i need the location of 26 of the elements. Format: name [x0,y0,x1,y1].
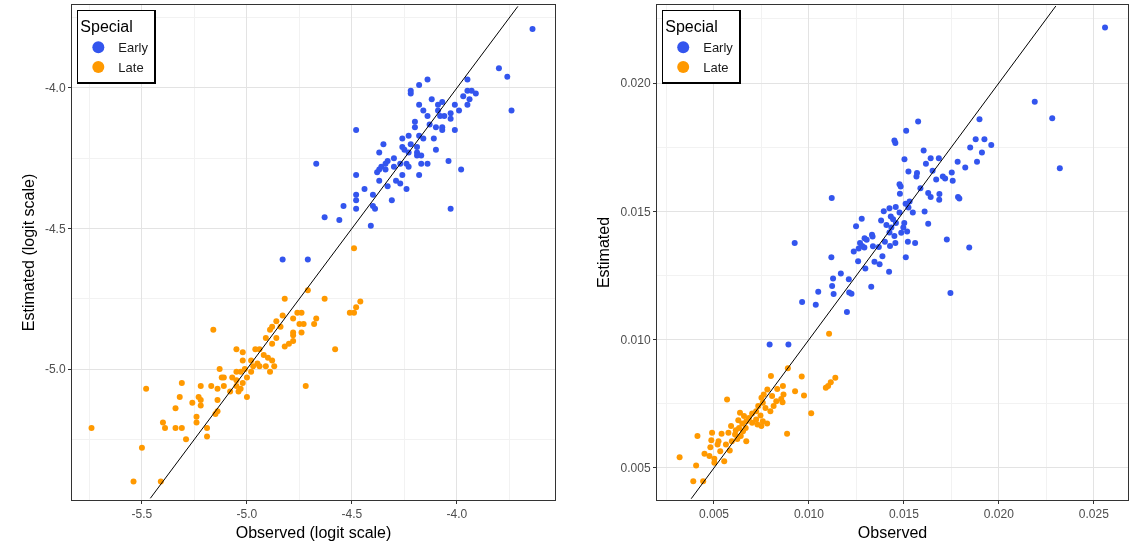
legend-label: Late [703,60,729,76]
x-tick-label: -4.0 [446,507,468,522]
y-tick-label: 0.020 [620,76,651,91]
legend-label: Early [118,40,149,56]
y-axis-title: Estimated (logit scale) [19,173,37,332]
x-tick-label: 0.015 [888,507,920,522]
y-tick-label: 0.010 [620,332,651,347]
legend-title: Special [80,18,133,36]
y-tick-label: 0.015 [620,204,651,219]
legend-label: Early [703,40,734,56]
x-axis-title: Observed [857,524,928,542]
y-tick-label: -5.0 [44,362,66,377]
x-tick-label: 0.025 [1078,507,1110,522]
x-tick-label: -5.0 [236,507,258,522]
legend-label: Late [118,60,144,76]
x-axis-title: Observed (logit scale) [235,524,392,542]
y-tick-label: -4.5 [44,221,66,236]
legend-title: Special [665,18,718,36]
y-tick-label: 0.005 [620,461,651,476]
x-tick-label: 0.020 [983,507,1015,522]
y-tick-label: -4.0 [44,81,66,96]
x-tick-label: 0.010 [793,507,825,522]
x-tick-label: -5.5 [131,507,153,522]
y-axis-title: Estimated [595,216,613,289]
x-tick-label: 0.005 [698,507,730,522]
x-tick-label: -4.5 [341,507,363,522]
